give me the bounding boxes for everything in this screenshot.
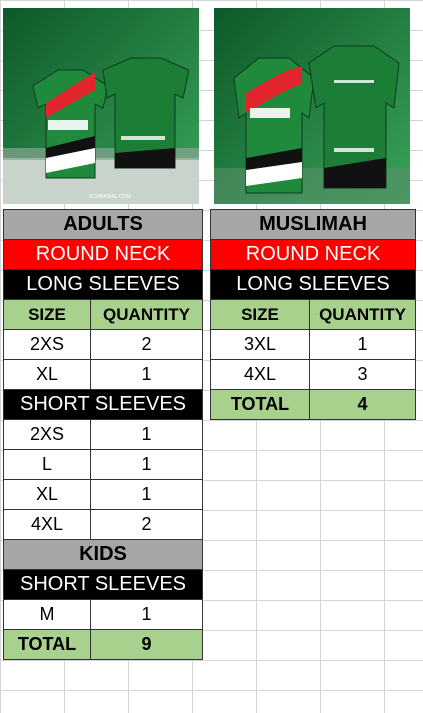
total-label[interactable]: TOTAL — [3, 629, 91, 660]
table-row: 4XL 2 — [3, 509, 203, 540]
adults-title[interactable]: ADULTS — [3, 209, 203, 240]
adults-short-sleeves-label[interactable]: SHORT SLEEVES — [3, 389, 203, 420]
table-row: 3XL 1 — [210, 329, 417, 360]
size-cell[interactable]: 4XL — [3, 509, 91, 540]
kids-title[interactable]: KIDS — [3, 539, 203, 570]
size-cell[interactable]: 2XS — [3, 419, 91, 450]
adults-quantity-header[interactable]: QUANTITY — [90, 299, 203, 330]
quantity-cell[interactable]: 1 — [90, 479, 203, 510]
muslimah-jersey-photo — [214, 8, 410, 204]
size-cell[interactable]: 2XS — [3, 329, 91, 360]
size-cell[interactable]: 3XL — [210, 329, 310, 360]
adults-neck-label[interactable]: ROUND NECK — [3, 239, 203, 270]
muslimah-long-sleeves-label[interactable]: LONG SLEEVES — [209, 269, 417, 300]
total-value[interactable]: 9 — [90, 629, 203, 660]
table-row: 4XL 3 — [210, 359, 417, 390]
size-cell[interactable]: XL — [3, 479, 91, 510]
svg-text:SCONASIAL.COM: SCONASIAL.COM — [89, 194, 131, 200]
table-row: M 1 — [3, 599, 203, 630]
quantity-cell[interactable]: 2 — [90, 509, 203, 540]
adults-size-header[interactable]: SIZE — [3, 299, 91, 330]
muslimah-quantity-header[interactable]: QUANTITY — [308, 299, 417, 330]
total-value[interactable]: 4 — [308, 389, 417, 420]
quantity-cell[interactable]: 2 — [90, 329, 203, 360]
adults-jersey-photo: SCONASIAL.COM — [3, 8, 199, 204]
adults-order-table: ADULTS ROUND NECK LONG SLEEVES SIZE QUAN… — [3, 209, 203, 660]
quantity-cell[interactable]: 1 — [90, 449, 203, 480]
table-row: 2XS 2 — [3, 329, 203, 360]
total-label[interactable]: TOTAL — [210, 389, 310, 420]
size-cell[interactable]: M — [3, 599, 91, 630]
size-cell[interactable]: L — [3, 449, 91, 480]
table-row: XL 1 — [3, 479, 203, 510]
quantity-cell[interactable]: 1 — [308, 329, 417, 360]
kids-short-sleeves-label[interactable]: SHORT SLEEVES — [3, 569, 203, 600]
table-row: 2XS 1 — [3, 419, 203, 450]
size-cell[interactable]: 4XL — [210, 359, 310, 390]
quantity-cell[interactable]: 3 — [308, 359, 417, 390]
muslimah-neck-label[interactable]: ROUND NECK — [209, 239, 417, 270]
table-row: L 1 — [3, 449, 203, 480]
muslimah-size-header[interactable]: SIZE — [210, 299, 310, 330]
table-row: XL 1 — [3, 359, 203, 390]
adults-long-sleeves-label[interactable]: LONG SLEEVES — [3, 269, 203, 300]
muslimah-order-table: MUSLIMAH ROUND NECK LONG SLEEVES SIZE QU… — [209, 209, 417, 420]
size-cell[interactable]: XL — [3, 359, 91, 390]
quantity-cell[interactable]: 1 — [90, 359, 203, 390]
muslimah-title[interactable]: MUSLIMAH — [209, 209, 417, 240]
quantity-cell[interactable]: 1 — [90, 599, 203, 630]
quantity-cell[interactable]: 1 — [90, 419, 203, 450]
